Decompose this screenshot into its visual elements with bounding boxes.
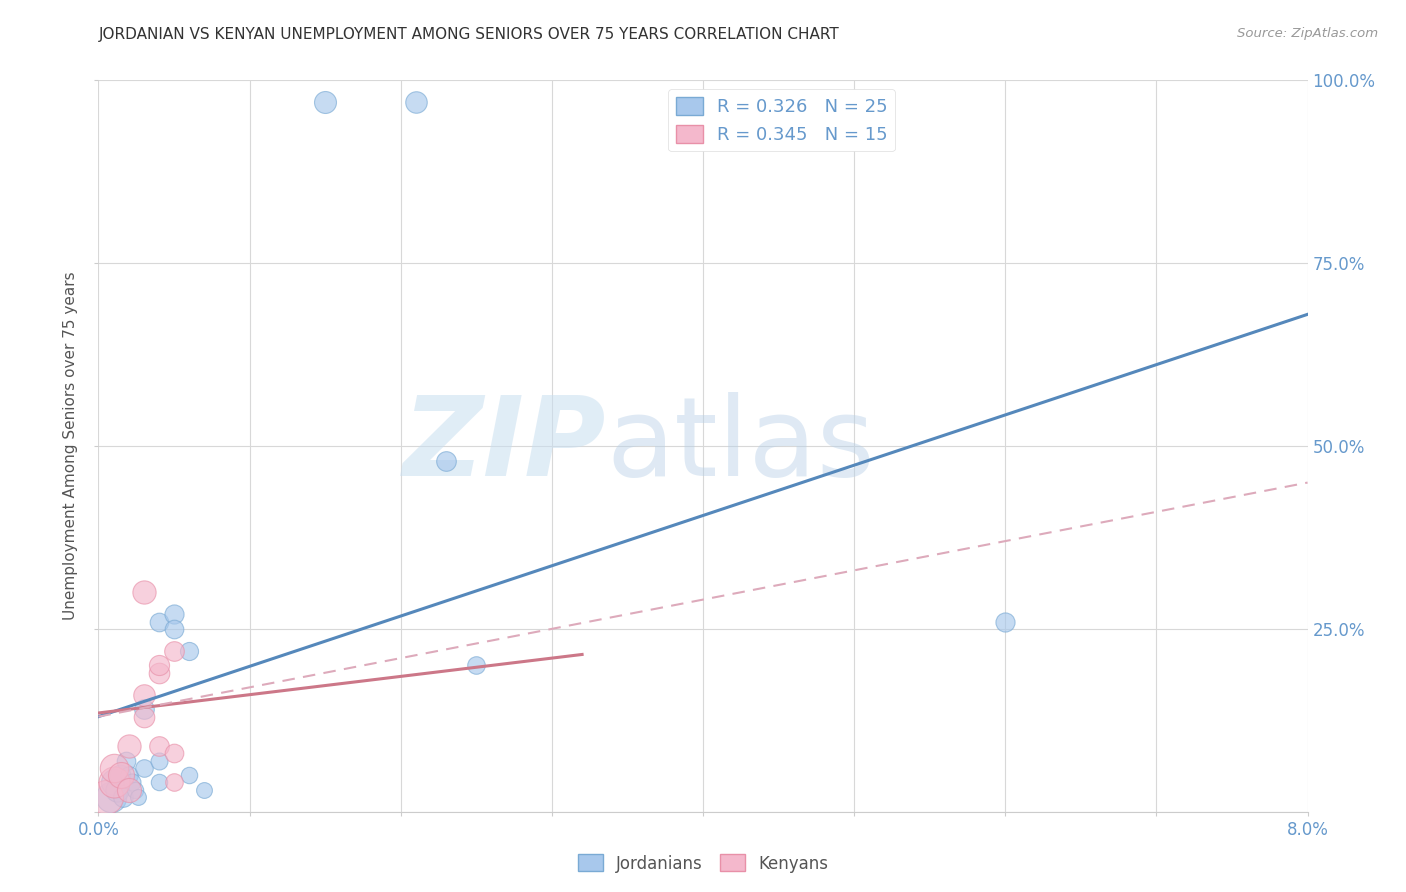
Point — [118, 739, 141, 753]
Legend: R = 0.326   N = 25, R = 0.345   N = 15: R = 0.326 N = 25, R = 0.345 N = 15 — [668, 89, 894, 152]
Point — [148, 739, 170, 753]
Point — [105, 782, 128, 797]
Point — [108, 768, 131, 782]
Y-axis label: Unemployment Among Seniors over 75 years: Unemployment Among Seniors over 75 years — [63, 272, 79, 620]
Point — [100, 790, 122, 805]
Point — [118, 782, 141, 797]
Point — [114, 754, 136, 768]
Text: ZIP: ZIP — [402, 392, 606, 500]
Point — [103, 775, 125, 789]
Point — [127, 790, 149, 805]
Legend: Jordanians, Kenyans: Jordanians, Kenyans — [571, 847, 835, 880]
Point — [163, 644, 186, 658]
Point — [465, 658, 488, 673]
Text: JORDANIAN VS KENYAN UNEMPLOYMENT AMONG SENIORS OVER 75 YEARS CORRELATION CHART: JORDANIAN VS KENYAN UNEMPLOYMENT AMONG S… — [98, 27, 839, 42]
Point — [434, 453, 457, 467]
Point — [163, 746, 186, 760]
Point — [994, 615, 1017, 629]
Point — [121, 775, 143, 789]
Point — [103, 775, 125, 789]
Point — [163, 607, 186, 622]
Point — [94, 790, 117, 805]
Point — [110, 768, 132, 782]
Point — [193, 782, 215, 797]
Point — [405, 95, 427, 110]
Point — [124, 782, 146, 797]
Point — [132, 761, 155, 775]
Point — [163, 622, 186, 636]
Point — [132, 688, 155, 702]
Point — [132, 709, 155, 723]
Point — [148, 615, 170, 629]
Point — [148, 658, 170, 673]
Point — [111, 790, 134, 805]
Point — [118, 768, 141, 782]
Point — [132, 585, 155, 599]
Text: Source: ZipAtlas.com: Source: ZipAtlas.com — [1237, 27, 1378, 40]
Point — [103, 761, 125, 775]
Text: atlas: atlas — [606, 392, 875, 500]
Point — [132, 702, 155, 716]
Point — [163, 775, 186, 789]
Point — [148, 775, 170, 789]
Point — [148, 754, 170, 768]
Point — [314, 95, 336, 110]
Point — [179, 644, 201, 658]
Point — [148, 665, 170, 680]
Point — [179, 768, 201, 782]
